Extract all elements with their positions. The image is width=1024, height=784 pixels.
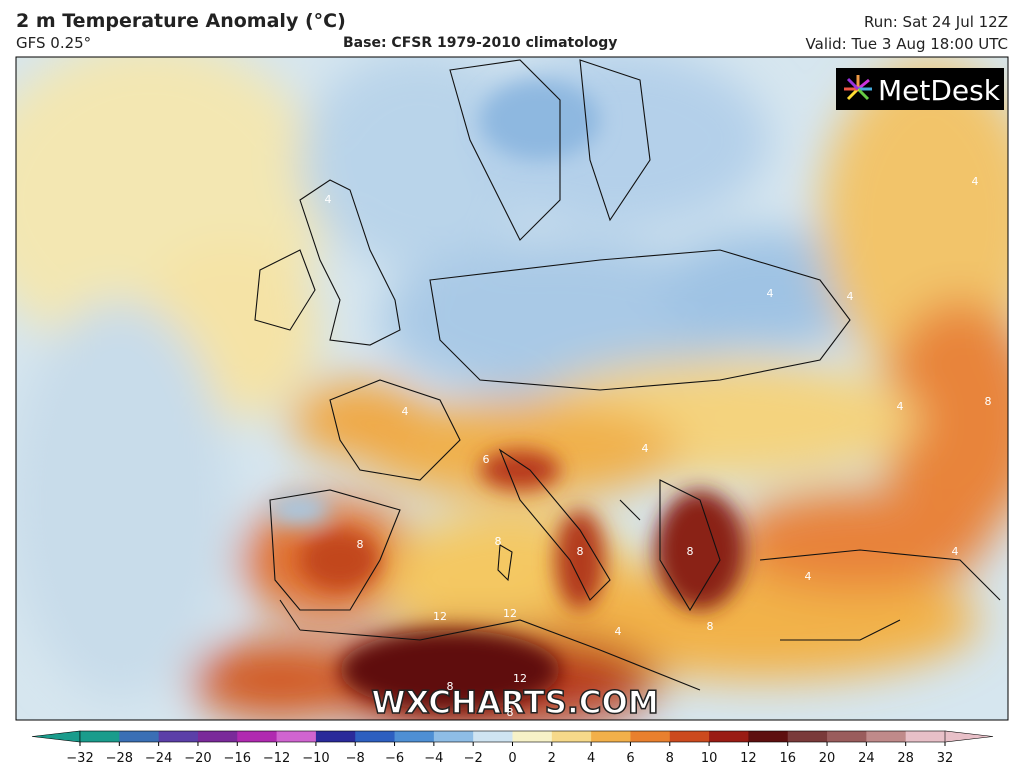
colorbar-tick-label: 28	[897, 751, 914, 766]
contour-label: 4	[642, 442, 649, 455]
contour-label: 4	[897, 400, 904, 413]
colorbar-tick-label: −2	[464, 751, 483, 766]
contour-label: 4	[615, 625, 622, 638]
colorbar-bin	[591, 731, 631, 742]
coastlines	[254, 59, 1001, 691]
colorbar-bin	[158, 731, 199, 742]
valid: Valid: Tue 3 Aug 18:00 UTC	[805, 35, 1008, 53]
colorbar-bin	[473, 731, 513, 742]
contour-label: 8	[495, 535, 502, 548]
contour-label: 8	[447, 680, 454, 693]
colorbar-end-low	[31, 730, 81, 743]
map-frame	[15, 56, 1009, 721]
logo-text: MetDesk	[878, 74, 1001, 107]
colorbar-tick-label: −6	[385, 751, 404, 766]
colorbar-tick-label: 8	[666, 751, 674, 766]
colorbar-tick-label: −12	[263, 751, 290, 766]
contour-label: 4	[972, 175, 979, 188]
contour-label: 4	[767, 287, 774, 300]
colorbar-bin	[276, 731, 317, 742]
colorbar-tick-label: −16	[224, 751, 251, 766]
colorbar-tick-label: 20	[819, 751, 836, 766]
colorbar-tick-label: −4	[424, 751, 443, 766]
contour-label: 8	[687, 545, 694, 558]
colorbar-tick-label: −32	[66, 751, 93, 766]
colorbar-tick-label: −8	[346, 751, 365, 766]
colorbar-tick-label: 0	[508, 751, 516, 766]
colorbar-tick-label: −28	[106, 751, 133, 766]
contour-label: 8	[577, 545, 584, 558]
watermark: WXCHARTS.COM	[371, 685, 658, 721]
colorbar-bin	[80, 731, 120, 742]
title: 2 m Temperature Anomaly (°C)	[16, 10, 346, 32]
colorbar-bin	[827, 731, 867, 742]
colorbar-bin	[905, 731, 946, 742]
contour-label: 8	[507, 706, 514, 719]
contour-label: 8	[707, 620, 714, 633]
base: Base: CFSR 1979-2010 climatology	[343, 35, 618, 51]
colorbar-tick-label: −10	[302, 751, 329, 766]
colorbar-bin	[748, 731, 789, 742]
colorbar-tick-label: 2	[548, 751, 556, 766]
model: GFS 0.25°	[16, 34, 92, 52]
contour-label: 8	[357, 538, 364, 551]
contour-label: 12	[433, 610, 447, 623]
contour-label: 4	[847, 290, 854, 303]
colorbar-bin	[512, 731, 553, 742]
colorbar-bin	[315, 731, 356, 742]
contour-label: 8	[985, 395, 992, 408]
colorbar-end-high	[944, 730, 994, 743]
colorbar-tick-label: −24	[145, 751, 172, 766]
colorbar-tick-label: 6	[626, 751, 634, 766]
colorbar-bin	[866, 731, 907, 742]
colorbar-bin	[119, 731, 160, 742]
colorbar-bin	[787, 731, 828, 742]
contour-label: 4	[805, 570, 812, 583]
colorbar-bin	[394, 731, 435, 742]
colorbar-tick-label: 16	[779, 751, 796, 766]
colorbar-bin	[237, 731, 278, 742]
colorbar-bin	[551, 731, 592, 742]
colorbar-bin	[669, 731, 710, 742]
contour-label: 4	[952, 545, 959, 558]
colorbar-tick-label: −20	[184, 751, 211, 766]
run: Run: Sat 24 Jul 12Z	[863, 13, 1008, 31]
contour-label: 12	[503, 607, 517, 620]
logo-box: MetDesk	[836, 68, 1004, 110]
colorbar-tick-label: 32	[937, 751, 954, 766]
colorbar-bin	[197, 731, 238, 742]
colorbar-tick-label: 12	[740, 751, 757, 766]
colorbar-bin	[355, 731, 396, 742]
contour-label: 4	[402, 405, 409, 418]
contour-label: 12	[513, 672, 527, 685]
colorbar-bin	[630, 731, 671, 742]
colorbar-bin	[433, 731, 474, 742]
colorbar-tick-label: 24	[858, 751, 875, 766]
colorbar-bin	[709, 731, 749, 742]
contour-label: 4	[325, 193, 332, 206]
contour-label: 6	[483, 453, 490, 466]
colorbar-tick-label: 10	[701, 751, 718, 766]
colorbar-tick-label: 4	[587, 751, 595, 766]
anomaly-field	[16, 57, 1008, 720]
